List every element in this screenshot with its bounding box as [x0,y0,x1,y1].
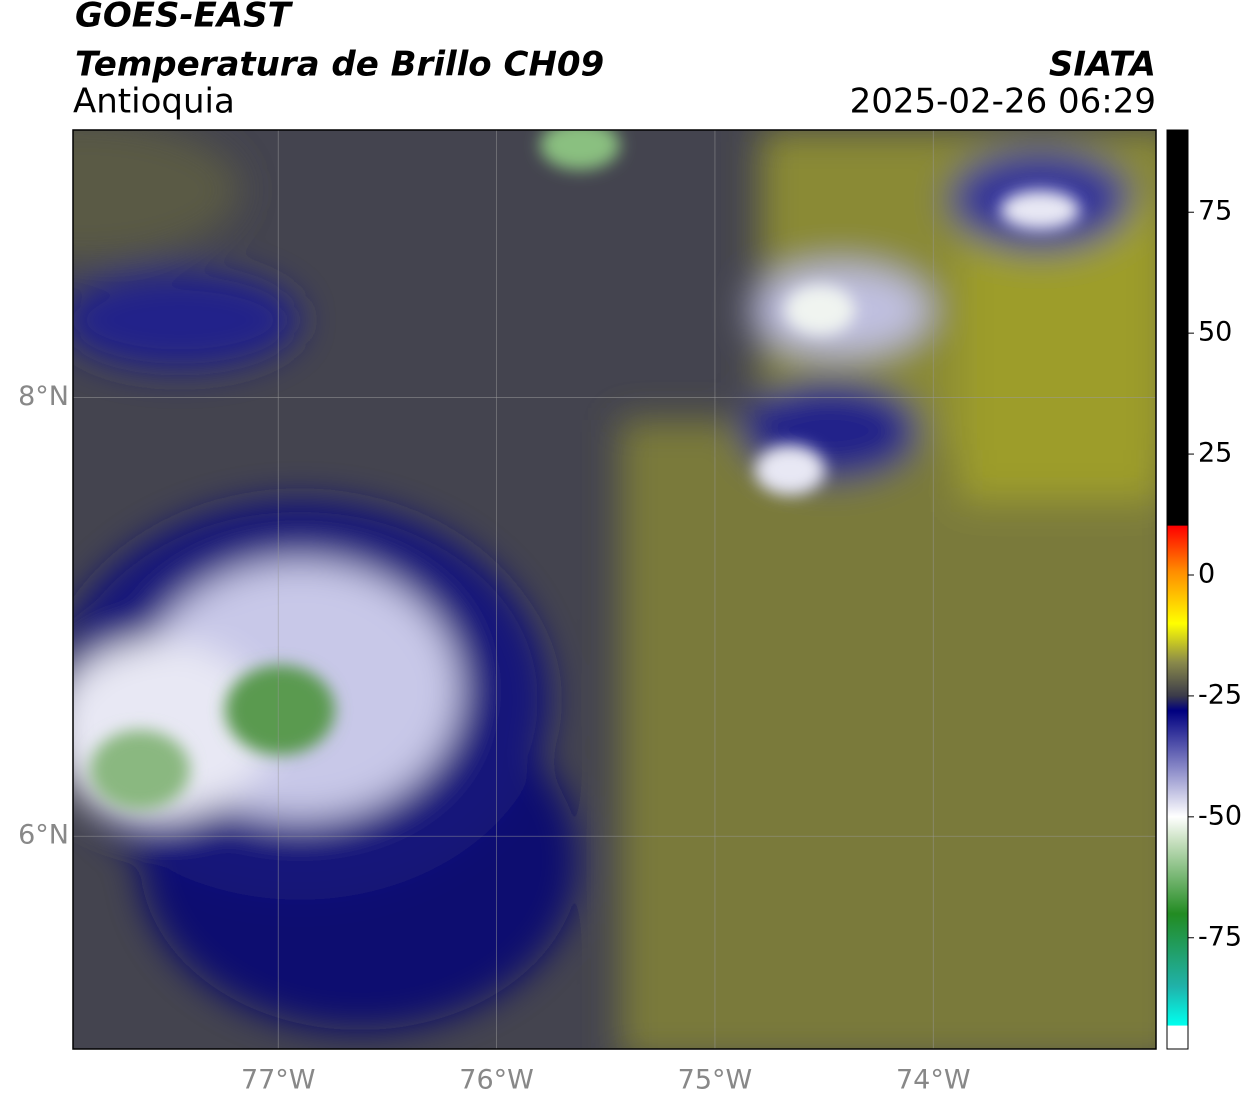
colorbar-tick-label: 75 [1198,196,1232,227]
source: SIATA [1049,45,1156,85]
region: Antioquia [73,82,235,122]
colorbar-tick-label: 25 [1198,438,1232,469]
satellite-image [73,130,1156,1049]
lon-tick-label: 76°W [459,1065,534,1096]
map-frame [72,129,1157,1050]
colorbar-tick-label: -75 [1198,921,1242,952]
lon-tick-label: 74°W [896,1065,971,1096]
lon-tick-label: 77°W [241,1065,316,1096]
datetime: 2025-02-26 06:29 [850,82,1156,122]
lon-tick-label: 75°W [678,1065,753,1096]
subtitle: Temperatura de Brillo CH09 [75,45,604,85]
colorbar-tick-label: -25 [1198,679,1242,710]
colorbar [1166,129,1189,1050]
colorbar-tick-label: 50 [1198,317,1232,348]
lat-tick-label: 6°N [18,820,69,851]
title: GOES-EAST [75,0,294,36]
colorbar-tick-label: -50 [1198,800,1242,831]
lat-tick-label: 8°N [18,381,69,412]
colorbar-tick-label: 0 [1198,558,1215,589]
